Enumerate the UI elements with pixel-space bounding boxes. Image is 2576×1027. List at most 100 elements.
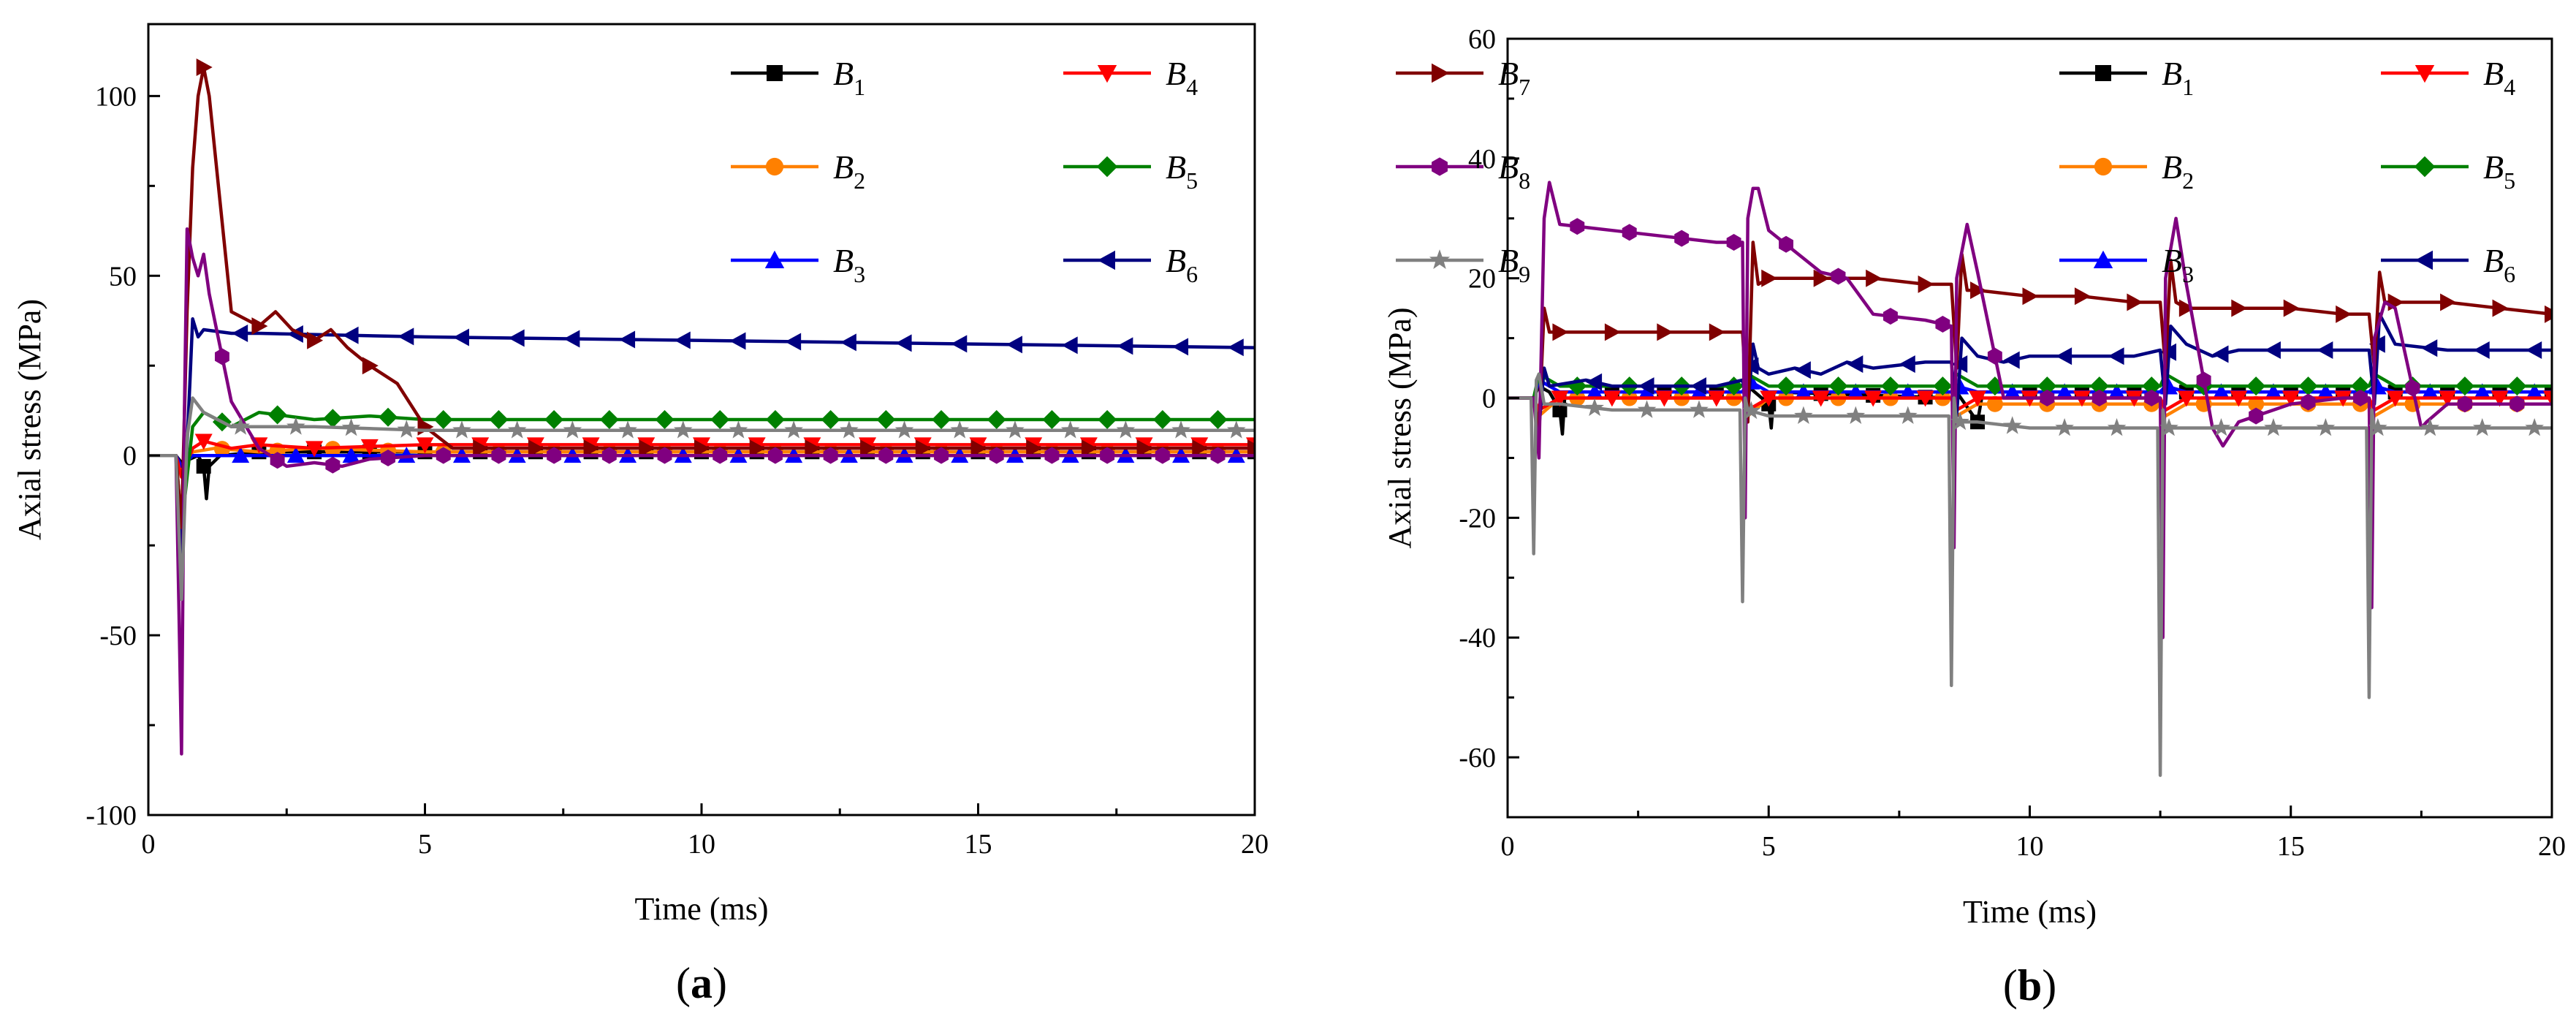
series-marker-B9	[2368, 418, 2387, 436]
series-marker-B8	[491, 447, 506, 464]
series-marker-B7	[2231, 299, 2248, 317]
panel-label-b: (b)	[2003, 961, 2056, 1009]
series-marker-B9	[2159, 418, 2178, 436]
series-marker-B9	[341, 417, 361, 436]
series-marker-B5	[765, 410, 785, 429]
panel-label-a: (a)	[676, 959, 727, 1007]
series-marker-B7	[1918, 275, 1934, 293]
series-B6	[1508, 312, 2552, 430]
series-marker-B7	[2545, 305, 2552, 323]
legend-marker	[2094, 157, 2113, 176]
series-marker-B9	[2420, 418, 2440, 436]
legend-marker	[1429, 249, 1451, 270]
series-marker-B5	[1042, 410, 1062, 429]
series-marker-B8	[823, 447, 838, 464]
series-marker-B9	[2316, 418, 2336, 436]
legend-label: B4	[2483, 55, 2515, 100]
x-tick-label: 10	[688, 829, 715, 860]
series-marker-B7	[805, 439, 821, 458]
series-marker-B4	[305, 441, 324, 458]
series-marker-B8	[2300, 393, 2316, 411]
legend-label: B3	[833, 242, 865, 287]
series-marker-B8	[2091, 390, 2107, 407]
y-tick-label: -50	[99, 621, 137, 651]
series-marker-B6	[2056, 347, 2072, 365]
series-marker-B8	[547, 447, 562, 464]
series-marker-B5	[2507, 376, 2527, 396]
series-marker-B4	[2386, 390, 2404, 407]
series-marker-B6	[840, 333, 856, 352]
series-marker-B2	[1986, 395, 2003, 412]
series-marker-B4	[1655, 390, 1673, 407]
series-marker-B7	[1247, 439, 1255, 458]
series-marker-B7	[1192, 439, 1209, 458]
series-marker-B9	[840, 420, 859, 439]
series-marker-B9	[2055, 418, 2074, 436]
legend-marker	[2414, 65, 2435, 83]
series-marker-B7	[1604, 323, 1621, 341]
series-marker-B3	[286, 447, 305, 463]
y-tick-label: 20	[1468, 264, 1496, 295]
series-marker-B6	[1638, 377, 1654, 395]
series-marker-B5	[489, 410, 509, 429]
series-marker-B5	[1098, 410, 1117, 429]
series-marker-B3	[2264, 383, 2282, 400]
series-marker-B8	[1987, 347, 2002, 365]
legend-item-B1: B1	[731, 55, 865, 100]
series-B7	[148, 58, 1255, 529]
series-marker-B7	[694, 439, 710, 458]
series-marker-B4	[2230, 390, 2248, 407]
legend-item-B3: B3	[2059, 242, 2194, 287]
series-marker-B4	[2490, 390, 2509, 407]
series-marker-B6	[342, 326, 359, 344]
series-marker-B5	[821, 410, 840, 429]
legend-label: B6	[2483, 242, 2515, 287]
series-marker-B4	[1707, 390, 1725, 407]
legend-marker	[764, 250, 785, 268]
series-marker-B7	[749, 439, 766, 458]
legend-label: B1	[2162, 55, 2194, 100]
series-marker-B8	[713, 447, 728, 464]
series-marker-B3	[2473, 383, 2491, 400]
y-tick-label: 60	[1468, 24, 1496, 55]
series-marker-B9	[1116, 420, 1136, 439]
series-line-B9	[1508, 372, 2552, 777]
legend-item-B3: B3	[731, 242, 865, 287]
series-marker-B6	[508, 329, 525, 347]
series-marker-B8	[2353, 390, 2368, 407]
series-marker-B5	[1880, 376, 1900, 396]
series-marker-B4	[1603, 390, 1621, 407]
series-marker-B8	[2249, 407, 2264, 425]
series-marker-B3	[232, 447, 250, 463]
series-marker-B6	[286, 325, 303, 344]
legend-item-B6: B6	[2381, 242, 2515, 287]
series-marker-B7	[1552, 323, 1569, 341]
series-marker-B3	[2056, 383, 2074, 400]
legend-marker	[1432, 63, 1450, 83]
x-tick-label: 10	[2016, 831, 2044, 862]
series-marker-B8	[934, 447, 949, 464]
legend-label: B5	[2483, 148, 2515, 194]
y-tick-label: -60	[1459, 743, 1496, 773]
series-marker-B4	[1760, 390, 1778, 407]
legend-marker	[1097, 250, 1115, 270]
series-marker-B8	[325, 456, 341, 474]
series-marker-B6	[1061, 336, 1078, 355]
series-marker-B6	[1899, 355, 1915, 374]
series-marker-B3	[2526, 383, 2544, 400]
series-marker-B8	[2040, 390, 2055, 407]
series-marker-B6	[785, 333, 802, 351]
series-marker-B7	[528, 439, 544, 458]
series-marker-B7	[970, 439, 987, 458]
series-marker-B7	[196, 58, 213, 77]
series-marker-B7	[2022, 287, 2039, 306]
series-marker-B5	[544, 410, 564, 429]
series-marker-B7	[2127, 293, 2143, 311]
legend-marker	[2414, 156, 2436, 178]
series-marker-B6	[729, 332, 746, 350]
series-marker-B7	[2440, 293, 2457, 311]
series-marker-B3	[2317, 383, 2335, 400]
series-B8	[148, 227, 1255, 756]
legend-marker	[767, 65, 783, 81]
panel-letter-a: a	[691, 959, 713, 1007]
